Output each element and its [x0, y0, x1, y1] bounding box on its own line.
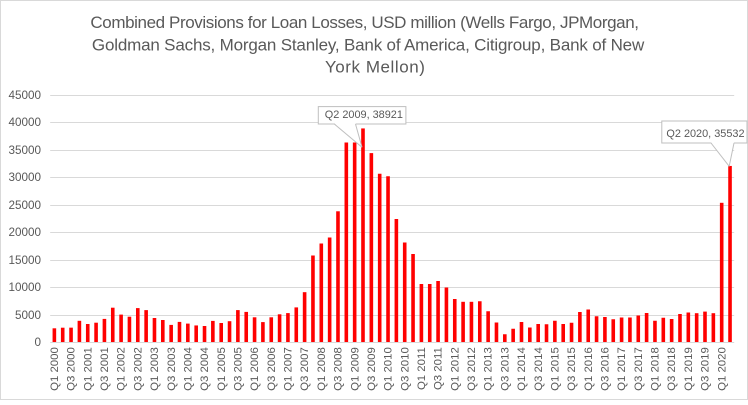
svg-text:Q1 2007: Q1 2007 [283, 347, 295, 391]
svg-text:Q1 2016: Q1 2016 [583, 347, 595, 391]
svg-text:Q3 2003: Q3 2003 [166, 347, 178, 391]
svg-text:Q3 2018: Q3 2018 [666, 347, 678, 391]
svg-text:Q3 2009: Q3 2009 [366, 347, 378, 391]
svg-text:15000: 15000 [8, 254, 41, 267]
svg-text:Q3 2004: Q3 2004 [199, 347, 211, 391]
svg-text:Goldman Sachs, Morgan Stanley,: Goldman Sachs, Morgan Stanley, Bank of A… [92, 35, 645, 54]
svg-text:Q1 2010: Q1 2010 [383, 347, 395, 391]
svg-text:Q1 2013: Q1 2013 [483, 347, 495, 391]
svg-text:Q3 2016: Q3 2016 [600, 347, 612, 391]
svg-text:Q3 2007: Q3 2007 [299, 347, 311, 391]
svg-text:York Mellon): York Mellon) [325, 58, 425, 77]
svg-text:30000: 30000 [8, 171, 41, 184]
svg-text:45000: 45000 [8, 89, 41, 102]
svg-text:Q1 2018: Q1 2018 [650, 347, 662, 391]
svg-text:Q1 2008: Q1 2008 [316, 347, 328, 391]
svg-text:20000: 20000 [8, 226, 41, 239]
svg-text:Q1 2002: Q1 2002 [116, 347, 128, 391]
svg-text:Q2 2009, 38921: Q2 2009, 38921 [325, 109, 403, 121]
svg-text:Q1 2003: Q1 2003 [149, 347, 161, 391]
svg-text:Q1 2009: Q1 2009 [349, 347, 361, 391]
svg-text:Q3 2001: Q3 2001 [99, 347, 111, 391]
svg-text:25000: 25000 [8, 199, 41, 212]
svg-text:Q3 2005: Q3 2005 [232, 347, 244, 391]
svg-text:Q1 2015: Q1 2015 [549, 347, 561, 391]
svg-text:Q3 2017: Q3 2017 [633, 347, 645, 391]
svg-text:Q1 2019: Q1 2019 [683, 347, 695, 391]
svg-text:40000: 40000 [8, 116, 41, 129]
svg-text:35000: 35000 [8, 144, 41, 157]
svg-text:Combined Provisions for Loan L: Combined Provisions for Loan Losses, USD… [90, 13, 638, 32]
svg-text:Q1 2005: Q1 2005 [216, 347, 228, 391]
svg-text:Q3 2015: Q3 2015 [566, 347, 578, 391]
svg-text:Q3 2011: Q3 2011 [433, 347, 445, 390]
svg-text:Q1 2001: Q1 2001 [82, 347, 94, 391]
svg-text:5000: 5000 [15, 309, 42, 322]
svg-text:Q1 2011: Q1 2011 [416, 347, 428, 390]
svg-text:10000: 10000 [8, 281, 41, 294]
svg-text:Q1 2017: Q1 2017 [616, 347, 628, 391]
svg-text:Q3 2014: Q3 2014 [533, 347, 545, 391]
svg-text:Q1 2014: Q1 2014 [516, 347, 528, 391]
svg-text:Q3 2010: Q3 2010 [399, 347, 411, 391]
svg-text:Q1 2006: Q1 2006 [249, 347, 261, 391]
svg-text:Q3 2012: Q3 2012 [466, 347, 478, 391]
svg-text:Q1 2020: Q1 2020 [716, 347, 728, 391]
svg-text:Q1 2004: Q1 2004 [182, 347, 194, 391]
svg-text:Q3 2006: Q3 2006 [266, 347, 278, 391]
svg-text:Q2 2020, 35532: Q2 2020, 35532 [666, 128, 744, 140]
svg-text:Q3 2019: Q3 2019 [700, 347, 712, 391]
svg-text:Q3 2002: Q3 2002 [132, 347, 144, 391]
svg-text:Q1 2000: Q1 2000 [49, 347, 61, 391]
svg-text:Q3 2000: Q3 2000 [66, 347, 78, 391]
svg-text:Q3 2008: Q3 2008 [333, 347, 345, 391]
svg-text:Q3 2013: Q3 2013 [499, 347, 511, 391]
svg-text:Q1 2012: Q1 2012 [449, 347, 461, 391]
svg-text:0: 0 [34, 336, 41, 349]
